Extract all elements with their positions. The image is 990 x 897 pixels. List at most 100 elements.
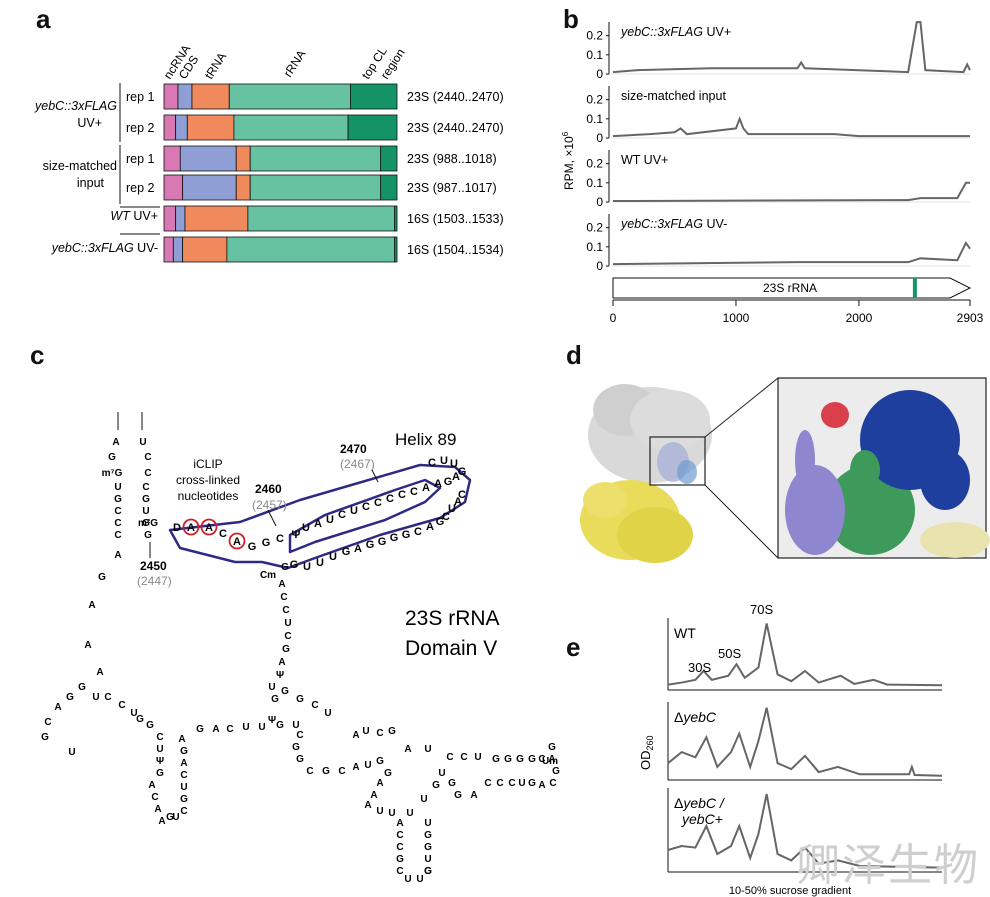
svg-text:m²G: m²G	[138, 518, 158, 529]
bar-5-rrna	[247, 205, 396, 232]
panel-e-chart: OD260 WT ΔyebC ΔyebC /yebC+ 30S 50S 70S 10…	[638, 602, 943, 897]
svg-text:A: A	[158, 816, 165, 827]
trace-label-2: ΔyebC	[674, 709, 717, 725]
bar-4-trna	[235, 174, 251, 201]
helix-bottom-nt-4: U	[329, 551, 337, 563]
svg-text:U: U	[156, 744, 163, 755]
helix-top-nt-9: C	[398, 489, 406, 501]
svg-text:m⁷G: m⁷G	[102, 468, 123, 479]
bar-2-trna	[186, 114, 235, 141]
svg-text:C: C	[180, 770, 187, 781]
bar-5-ncrna	[163, 205, 177, 232]
svg-text:G: G	[292, 742, 300, 753]
svg-text:U: U	[438, 768, 445, 779]
svg-text:U: U	[424, 744, 431, 755]
bar-2-topcl	[347, 114, 398, 141]
helix-top-nt-3: U	[326, 514, 334, 526]
row-region-5: 16S (1503..1533)	[407, 212, 504, 226]
svg-text:C: C	[282, 605, 289, 616]
bar-5-cds	[175, 205, 186, 232]
peak-label-50s: 50S	[718, 646, 741, 661]
domain-title-1: 23S rRNA	[405, 607, 500, 630]
bar-6-topcl	[394, 236, 398, 263]
row-replicate-3: rep 1	[126, 152, 155, 166]
svg-text:U: U	[114, 482, 121, 493]
helix-top-nt-17: U	[440, 455, 448, 467]
helix-bottom-nt-14: C	[442, 511, 450, 523]
svg-text:C: C	[276, 533, 284, 545]
svg-text:A: A	[470, 790, 477, 801]
svg-text:A: A	[112, 437, 119, 448]
coverage-trace-2	[612, 116, 970, 138]
panel-a-headers: ncRNA CDS tRNA rRNA top CL region	[161, 42, 408, 82]
helix-top-nt-14: A	[452, 471, 460, 483]
ribosome-zoom	[777, 377, 990, 559]
svg-text:C: C	[446, 752, 453, 763]
bar-3-trna	[235, 145, 251, 172]
svg-text:Ψ: Ψ	[276, 670, 284, 681]
helix-top-nt-7: C	[374, 497, 382, 509]
svg-text:C: C	[338, 766, 345, 777]
svg-text:G: G	[196, 724, 204, 735]
xtick-1: 1000	[723, 311, 750, 325]
svg-text:G: G	[136, 714, 144, 725]
panel-c-structure: 23S rRNA Domain V Helix 89 iCLIP cross-l…	[41, 412, 560, 885]
svg-text:C: C	[219, 528, 227, 540]
helix-top-nt-2: A	[314, 518, 322, 530]
svg-text:A: A	[396, 818, 403, 829]
svg-text:U: U	[376, 806, 383, 817]
panel-e-ylabel: OD260	[638, 735, 655, 770]
svg-text:U: U	[292, 720, 299, 731]
helix-bottom-nt-7: G	[366, 539, 375, 551]
track-label-3: WT UV+	[621, 153, 668, 167]
svg-text:G: G	[504, 754, 512, 765]
bar-2-cds	[175, 114, 188, 141]
row-region-3: 23S (988..1018)	[407, 152, 497, 166]
panel-b-xaxis: 0 1000 2000 2903	[610, 299, 984, 325]
svg-text:U: U	[364, 760, 371, 771]
svg-text:C: C	[396, 830, 403, 841]
helix-top-nt-16: U	[450, 458, 458, 470]
svg-text:G: G	[271, 694, 279, 705]
track-4-ytick: 0.1	[586, 240, 603, 254]
svg-text:C: C	[396, 842, 403, 853]
panel-d-letter: d	[566, 340, 582, 370]
gradient-trace-1	[667, 623, 943, 687]
pos-2447: (2447)	[137, 574, 172, 588]
crosslinked-nt-1: A	[187, 522, 195, 534]
helix-top-nt-8: C	[386, 493, 394, 505]
helix-top-nt-6: C	[362, 501, 370, 513]
svg-text:C: C	[156, 732, 163, 743]
pos-2460: 2460	[255, 482, 282, 496]
svg-text:U: U	[518, 778, 525, 789]
svg-text:C: C	[484, 778, 491, 789]
track-label-2: size-matched input	[621, 89, 726, 103]
helix-89-outline	[168, 463, 472, 570]
svg-text:G: G	[180, 794, 188, 805]
svg-text:G: G	[142, 518, 150, 529]
group-label-size-matched: size-matched	[43, 159, 117, 173]
helix-top-nt-13: G	[444, 476, 453, 488]
svg-text:A: A	[352, 730, 359, 741]
svg-text:G: G	[180, 746, 188, 757]
svg-text:A: A	[278, 579, 285, 590]
svg-text:G: G	[108, 452, 116, 463]
svg-text:A: A	[148, 780, 155, 791]
svg-text:G: G	[322, 766, 330, 777]
helix-bottom-nt-17: C	[458, 489, 466, 501]
svg-text:C: C	[144, 468, 151, 479]
helix-bottom-nt-6: A	[354, 543, 362, 555]
helix-bottom-nt-1: G	[290, 559, 299, 571]
svg-text:C: C	[549, 778, 556, 789]
panel-c-letter: c	[30, 340, 45, 370]
svg-text:G: G	[66, 692, 74, 703]
iclip-line-2: cross-linked	[176, 473, 240, 487]
svg-text:C: C	[118, 700, 125, 711]
svg-text:G: G	[396, 854, 404, 865]
svg-text:G: G	[384, 768, 392, 779]
bar-6-ncrna	[163, 236, 174, 263]
svg-text:A: A	[212, 724, 219, 735]
svg-text:A: A	[352, 762, 359, 773]
